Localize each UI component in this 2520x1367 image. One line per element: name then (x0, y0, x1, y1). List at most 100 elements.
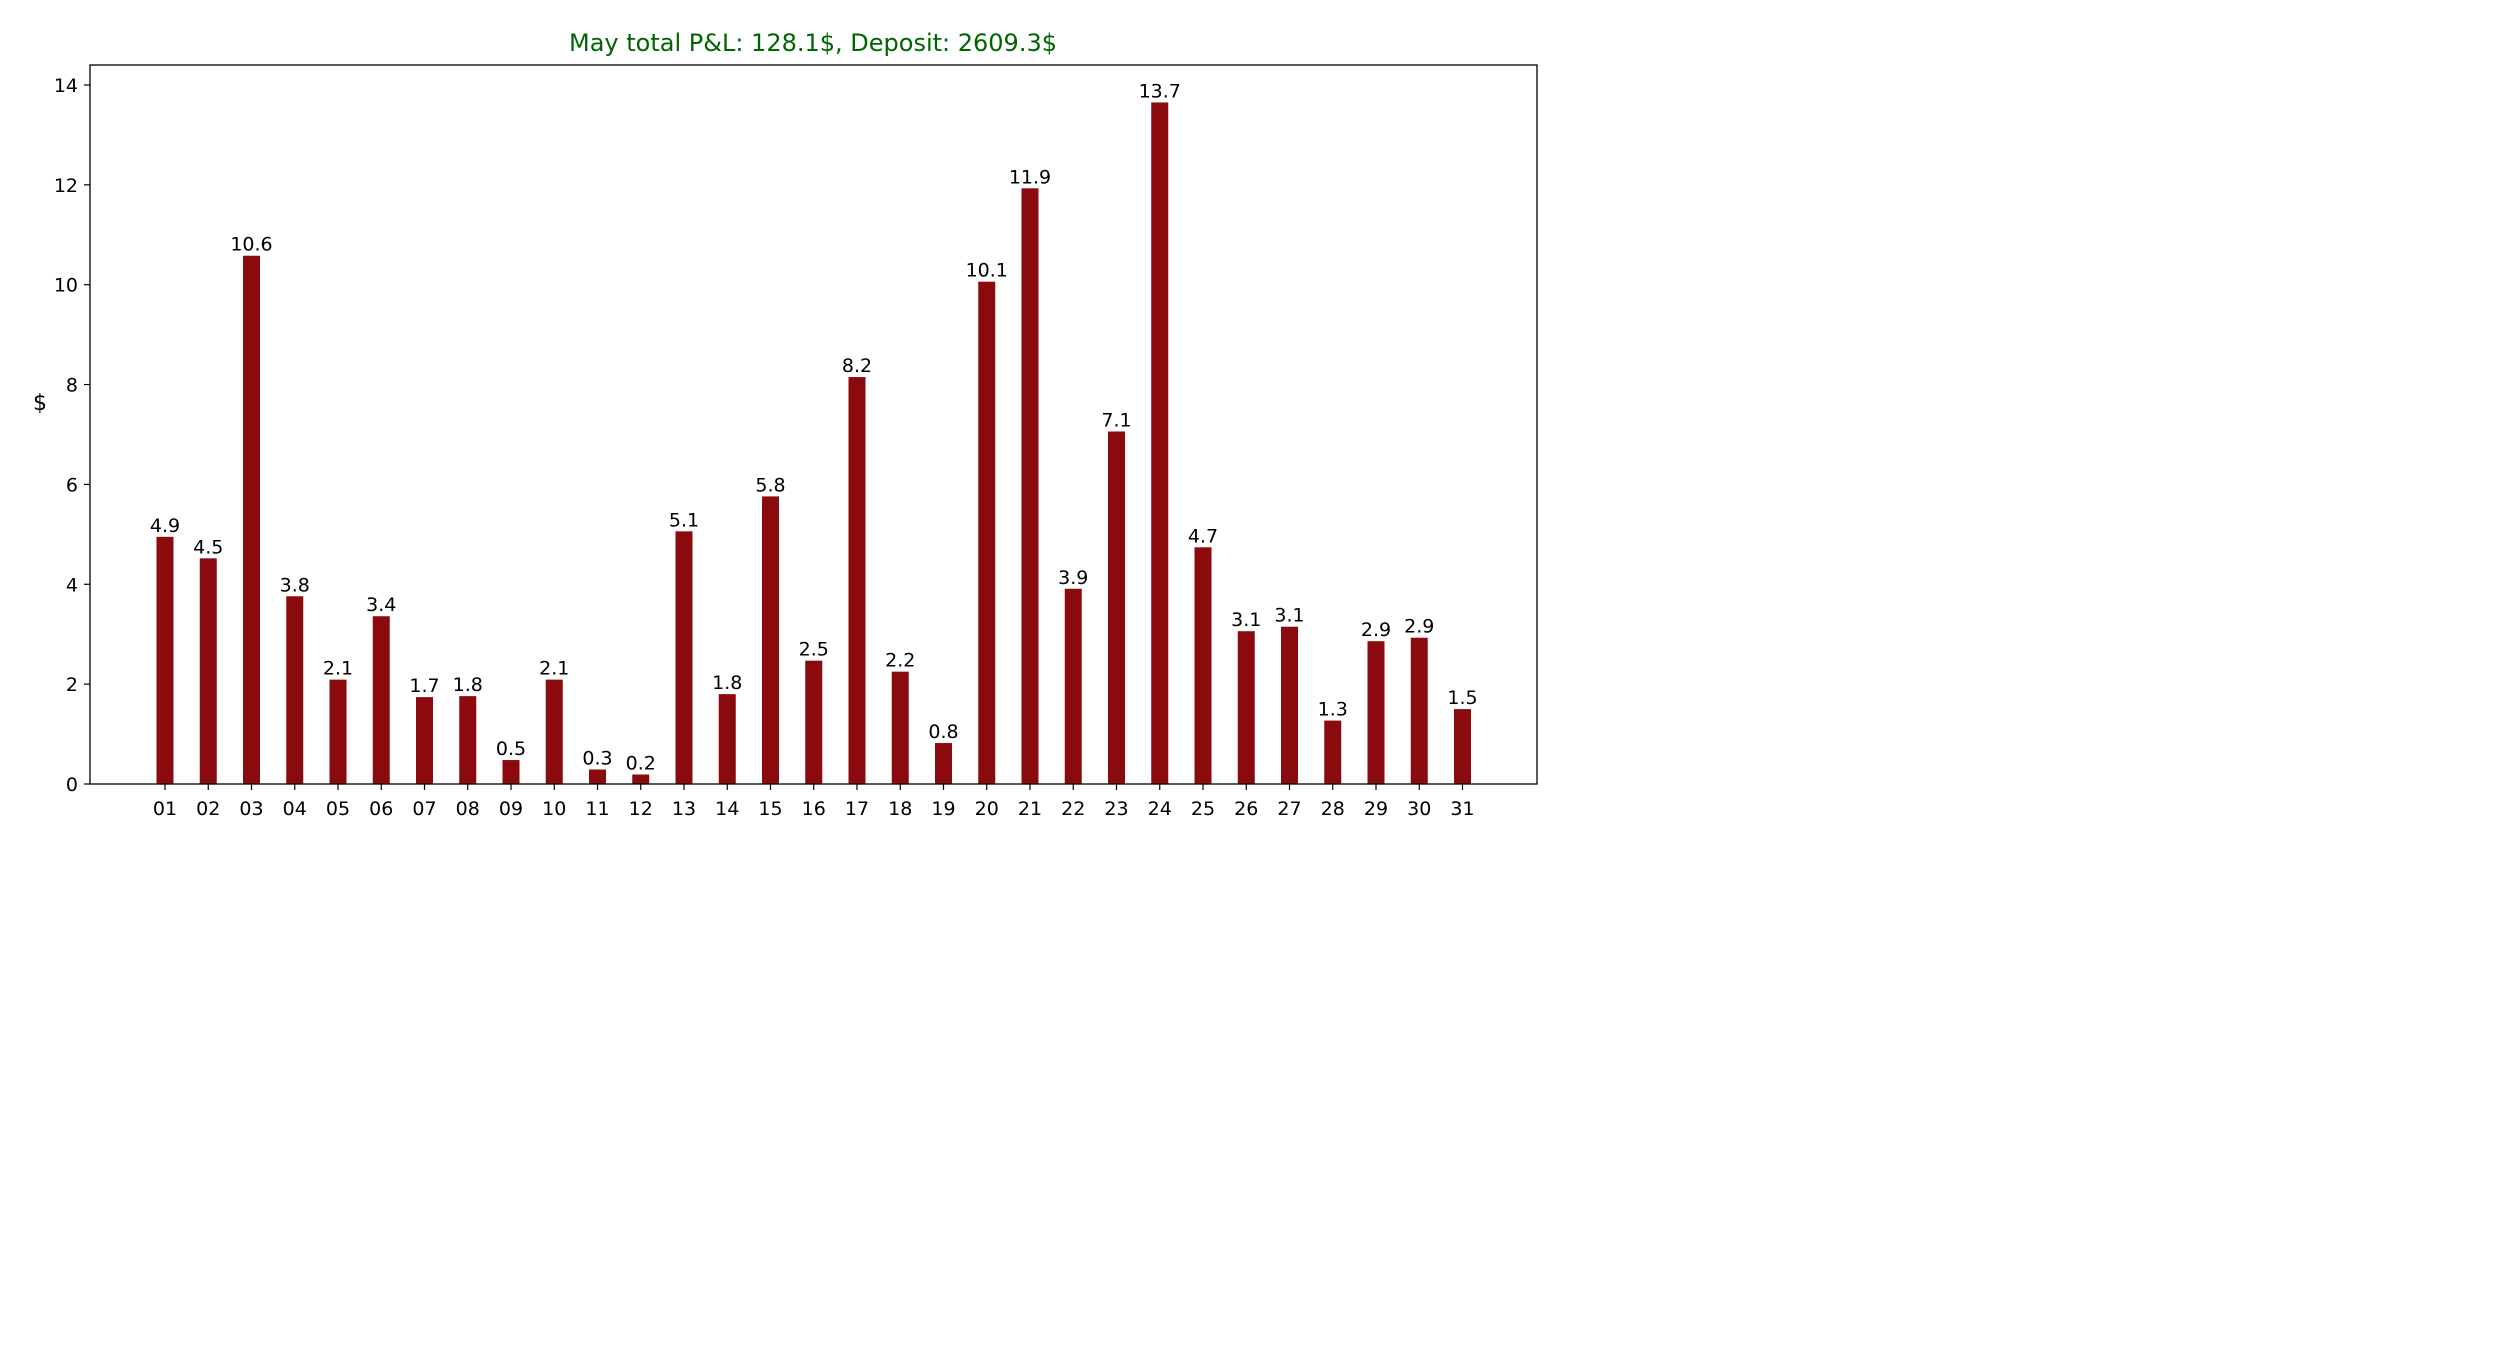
x-tick-label-16: 16 (802, 798, 826, 820)
data-labels-group: 4.9 4.5 10.6 3.8 2.1 3.4 1.7 1.8 0.5 2.1 0.3 0.2 5.1… (150, 80, 1478, 774)
data-label-18: 2.2 (885, 650, 915, 672)
y-axis-label: $ (33, 391, 47, 416)
data-label-28: 1.3 (1318, 699, 1348, 721)
y-axis-ticks: 0 2 4 6 8 10 12 14 (54, 75, 90, 796)
data-label-06: 3.4 (366, 594, 396, 616)
data-label-17: 8.2 (842, 355, 872, 377)
x-tick-label-24: 24 (1148, 798, 1172, 820)
bar-06 (372, 616, 390, 784)
x-tick-label-10: 10 (542, 798, 566, 820)
x-tick-label-17: 17 (845, 798, 869, 820)
x-tick-label-31: 31 (1450, 798, 1474, 820)
data-label-04: 3.8 (280, 574, 310, 596)
x-tick-label-19: 19 (931, 798, 955, 820)
bar-24 (1151, 102, 1169, 784)
bar-21 (1021, 188, 1039, 784)
y-tick-label-10: 10 (54, 275, 78, 297)
bar-13 (675, 531, 693, 784)
bar-17 (848, 377, 866, 784)
x-tick-label-06: 06 (369, 798, 393, 820)
bar-22 (1064, 588, 1082, 784)
x-tick-label-30: 30 (1407, 798, 1431, 820)
data-label-21: 11.9 (1009, 166, 1051, 188)
plot-frame (89, 64, 1538, 785)
x-tick-label-02: 02 (196, 798, 220, 820)
x-tick-label-14: 14 (715, 798, 739, 820)
x-tick-label-28: 28 (1321, 798, 1345, 820)
data-label-31: 1.5 (1447, 687, 1477, 709)
bar-16 (805, 660, 823, 784)
data-label-14: 1.8 (712, 672, 742, 694)
data-label-22: 3.9 (1058, 567, 1088, 589)
bar-27 (1281, 626, 1298, 784)
data-label-01: 4.9 (150, 515, 180, 537)
y-tick-label-0: 0 (66, 774, 78, 796)
bar-03 (243, 255, 260, 784)
bar-14 (718, 694, 736, 784)
x-tick-label-26: 26 (1234, 798, 1258, 820)
bar-15 (762, 496, 779, 784)
data-label-26: 3.1 (1231, 609, 1261, 631)
data-label-15: 5.8 (755, 474, 785, 496)
data-label-30: 2.9 (1404, 616, 1434, 638)
x-tick-label-12: 12 (629, 798, 653, 820)
x-tick-label-13: 13 (672, 798, 696, 820)
data-label-05: 2.1 (323, 658, 353, 680)
bar-30 (1410, 637, 1428, 784)
y-tick-label-2: 2 (66, 674, 78, 696)
bar-31 (1454, 709, 1471, 784)
x-tick-label-23: 23 (1104, 798, 1128, 820)
bar-chart: May total P&L: 128.1$, Deposit: 2609.3$ … (33, 29, 1538, 820)
data-label-29: 2.9 (1361, 619, 1391, 641)
data-label-02: 4.5 (193, 536, 223, 558)
chart-container: May total P&L: 128.1$, Deposit: 2609.3$ … (0, 0, 1560, 846)
data-label-19: 0.8 (928, 721, 958, 743)
x-tick-label-15: 15 (758, 798, 782, 820)
bar-26 (1237, 631, 1255, 784)
data-label-16: 2.5 (799, 639, 829, 661)
data-label-25: 4.7 (1188, 525, 1218, 547)
x-tick-label-29: 29 (1364, 798, 1388, 820)
x-tick-label-11: 11 (585, 798, 609, 820)
x-tick-label-21: 21 (1018, 798, 1042, 820)
bars-group (156, 102, 1471, 784)
data-label-24: 13.7 (1139, 80, 1181, 102)
data-label-07: 1.7 (409, 675, 439, 697)
bar-23 (1108, 431, 1125, 784)
bar-08 (459, 696, 477, 784)
data-label-20: 10.1 (966, 260, 1008, 282)
data-label-27: 3.1 (1274, 605, 1304, 627)
data-label-03: 10.6 (230, 234, 272, 256)
x-tick-label-05: 05 (326, 798, 350, 820)
bar-20 (978, 281, 996, 784)
data-label-08: 1.8 (453, 674, 483, 696)
x-tick-label-27: 27 (1277, 798, 1301, 820)
x-tick-label-18: 18 (888, 798, 912, 820)
x-tick-label-20: 20 (975, 798, 999, 820)
y-tick-label-4: 4 (66, 574, 78, 596)
bar-18 (891, 671, 909, 784)
y-tick-label-8: 8 (66, 375, 78, 397)
x-tick-label-08: 08 (456, 798, 480, 820)
bar-12 (632, 774, 650, 784)
bar-05 (329, 679, 347, 784)
y-tick-label-6: 6 (66, 474, 78, 496)
bar-01 (156, 536, 174, 784)
bar-10 (545, 679, 563, 784)
data-label-10: 2.1 (539, 658, 569, 680)
y-tick-label-12: 12 (54, 175, 78, 197)
x-tick-label-04: 04 (283, 798, 307, 820)
bar-25 (1194, 547, 1212, 784)
bar-11 (589, 769, 606, 784)
data-label-11: 0.3 (582, 748, 612, 770)
y-tick-label-14: 14 (54, 75, 78, 97)
data-label-12: 0.2 (626, 753, 656, 775)
data-label-09: 0.5 (496, 738, 526, 760)
x-tick-label-09: 09 (499, 798, 523, 820)
chart-title: May total P&L: 128.1$, Deposit: 2609.3$ (569, 29, 1057, 57)
bar-04 (286, 596, 304, 784)
x-tick-label-07: 07 (412, 798, 436, 820)
x-tick-label-03: 03 (239, 798, 263, 820)
bar-28 (1324, 720, 1342, 784)
bar-07 (416, 697, 433, 784)
